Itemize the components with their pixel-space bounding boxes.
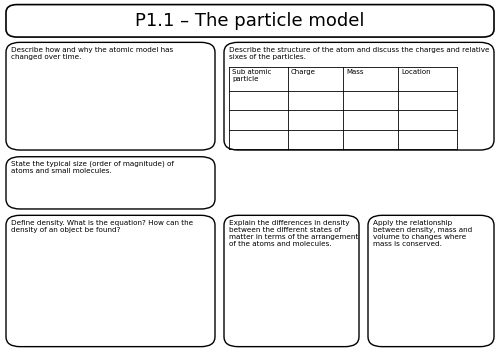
Text: Charge: Charge bbox=[291, 69, 316, 75]
FancyBboxPatch shape bbox=[6, 157, 215, 209]
FancyBboxPatch shape bbox=[224, 215, 359, 347]
FancyBboxPatch shape bbox=[368, 215, 494, 347]
Text: Describe the structure of the atom and discuss the charges and relative
sixes of: Describe the structure of the atom and d… bbox=[229, 47, 489, 60]
Text: Sub atomic
particle: Sub atomic particle bbox=[232, 69, 272, 82]
Text: Explain the differences in density
between the different states of
matter in ter: Explain the differences in density betwe… bbox=[229, 220, 358, 246]
Text: P1.1 – The particle model: P1.1 – The particle model bbox=[135, 12, 365, 30]
FancyBboxPatch shape bbox=[224, 42, 494, 150]
Text: Define density. What is the equation? How can the
density of an object be found?: Define density. What is the equation? Ho… bbox=[11, 220, 193, 233]
Text: Describe how and why the atomic model has
changed over time.: Describe how and why the atomic model ha… bbox=[11, 47, 173, 60]
Text: Location: Location bbox=[401, 69, 430, 75]
Text: Apply the relationship
between density, mass and
volume to changes where
mass is: Apply the relationship between density, … bbox=[373, 220, 472, 246]
FancyBboxPatch shape bbox=[6, 5, 494, 37]
FancyBboxPatch shape bbox=[6, 215, 215, 347]
FancyBboxPatch shape bbox=[6, 42, 215, 150]
Text: Mass: Mass bbox=[346, 69, 364, 75]
Text: State the typical size (order of magnitude) of
atoms and small molecules.: State the typical size (order of magnitu… bbox=[11, 161, 174, 174]
